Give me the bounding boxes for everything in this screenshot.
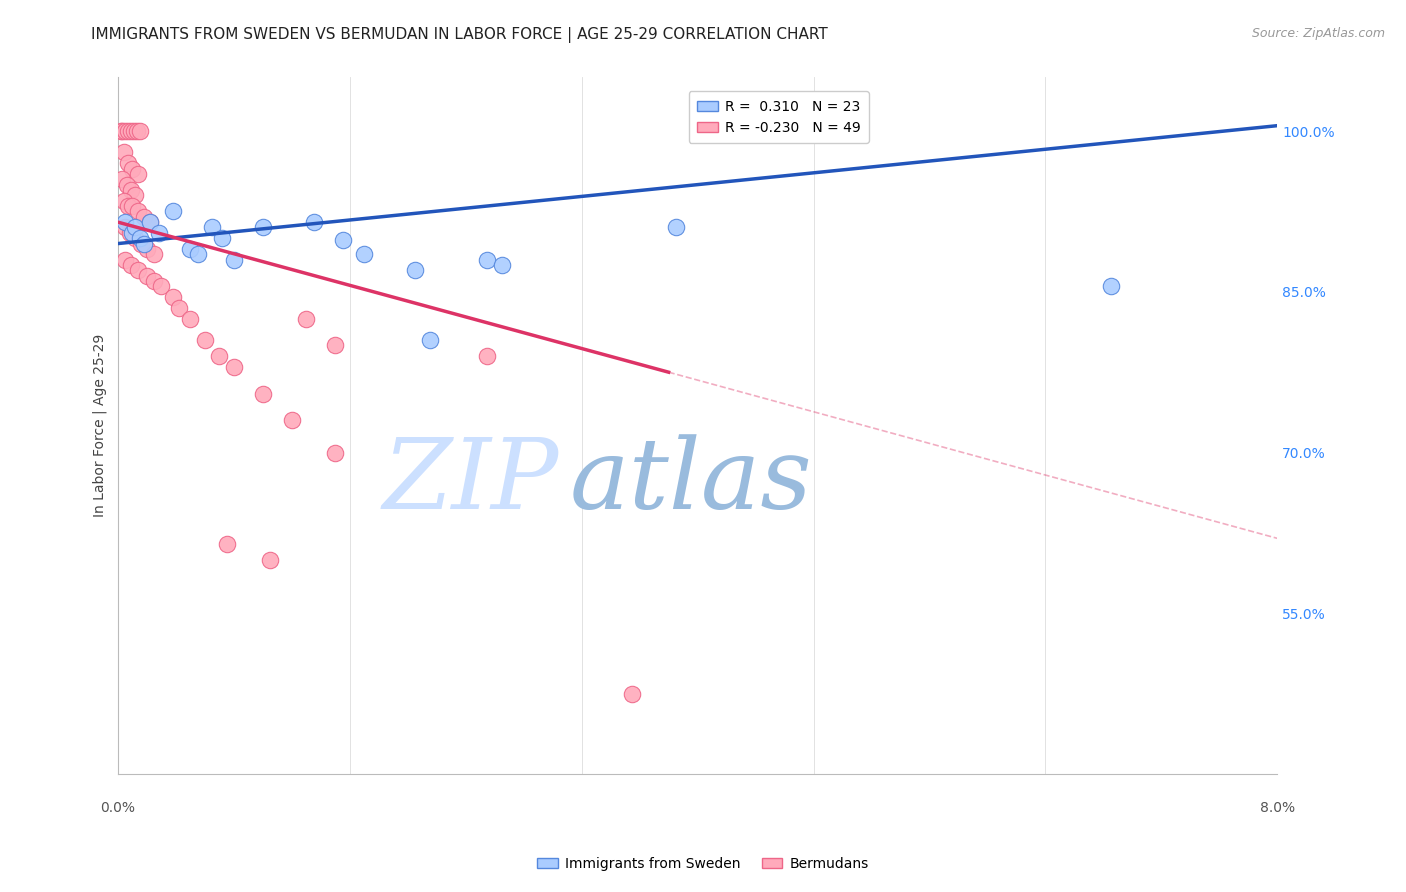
- Point: [259, 553, 281, 567]
- Point: [111, 172, 134, 186]
- Point: [115, 178, 138, 192]
- Point: [118, 226, 141, 240]
- Point: [127, 167, 149, 181]
- Point: [124, 220, 146, 235]
- Point: [128, 124, 150, 138]
- Point: [132, 236, 155, 251]
- Point: [128, 231, 150, 245]
- Point: [665, 220, 688, 235]
- Point: [121, 161, 143, 176]
- Point: [139, 215, 162, 229]
- Point: [150, 279, 173, 293]
- Point: [117, 156, 139, 170]
- Point: [122, 124, 145, 138]
- Text: 8.0%: 8.0%: [1260, 801, 1295, 815]
- Point: [120, 124, 142, 138]
- Point: [621, 687, 644, 701]
- Point: [323, 338, 346, 352]
- Point: [114, 124, 136, 138]
- Legend: Immigrants from Sweden, Bermudans: Immigrants from Sweden, Bermudans: [531, 851, 875, 876]
- Point: [201, 220, 224, 235]
- Point: [252, 386, 274, 401]
- Point: [125, 124, 148, 138]
- Point: [117, 124, 139, 138]
- Point: [124, 188, 146, 202]
- Point: [252, 220, 274, 235]
- Point: [143, 274, 166, 288]
- Text: atlas: atlas: [569, 434, 813, 529]
- Point: [120, 183, 142, 197]
- Point: [194, 333, 217, 347]
- Point: [114, 252, 136, 267]
- Text: ZIP: ZIP: [382, 434, 558, 529]
- Point: [167, 301, 190, 315]
- Point: [187, 247, 209, 261]
- Point: [112, 145, 135, 160]
- Point: [491, 258, 513, 272]
- Point: [179, 242, 201, 256]
- Point: [404, 263, 426, 277]
- Legend: R =  0.310   N = 23, R = -0.230   N = 49: R = 0.310 N = 23, R = -0.230 N = 49: [689, 91, 869, 143]
- Point: [117, 199, 139, 213]
- Point: [211, 231, 233, 245]
- Text: Source: ZipAtlas.com: Source: ZipAtlas.com: [1251, 27, 1385, 40]
- Point: [353, 247, 375, 261]
- Point: [281, 413, 304, 427]
- Point: [418, 333, 440, 347]
- Point: [162, 204, 184, 219]
- Point: [1099, 279, 1122, 293]
- Point: [127, 263, 149, 277]
- Point: [143, 247, 166, 261]
- Point: [222, 359, 245, 374]
- Point: [111, 124, 134, 138]
- Point: [114, 220, 136, 235]
- Point: [121, 199, 143, 213]
- Point: [112, 194, 135, 208]
- Point: [114, 215, 136, 229]
- Text: IMMIGRANTS FROM SWEDEN VS BERMUDAN IN LABOR FORCE | AGE 25-29 CORRELATION CHART: IMMIGRANTS FROM SWEDEN VS BERMUDAN IN LA…: [91, 27, 828, 43]
- Point: [215, 537, 238, 551]
- Point: [127, 204, 149, 219]
- Point: [120, 258, 142, 272]
- Point: [162, 290, 184, 304]
- Point: [302, 215, 325, 229]
- Y-axis label: In Labor Force | Age 25-29: In Labor Force | Age 25-29: [93, 334, 107, 517]
- Point: [139, 215, 162, 229]
- Point: [323, 445, 346, 459]
- Point: [332, 233, 354, 247]
- Point: [477, 349, 499, 363]
- Point: [132, 210, 155, 224]
- Point: [135, 242, 157, 256]
- Point: [148, 226, 170, 240]
- Text: 0.0%: 0.0%: [100, 801, 135, 815]
- Point: [477, 252, 499, 267]
- Point: [135, 268, 157, 283]
- Point: [295, 311, 318, 326]
- Point: [124, 231, 146, 245]
- Point: [110, 124, 132, 138]
- Point: [129, 236, 152, 251]
- Point: [222, 252, 245, 267]
- Point: [208, 349, 231, 363]
- Point: [179, 311, 201, 326]
- Point: [121, 226, 143, 240]
